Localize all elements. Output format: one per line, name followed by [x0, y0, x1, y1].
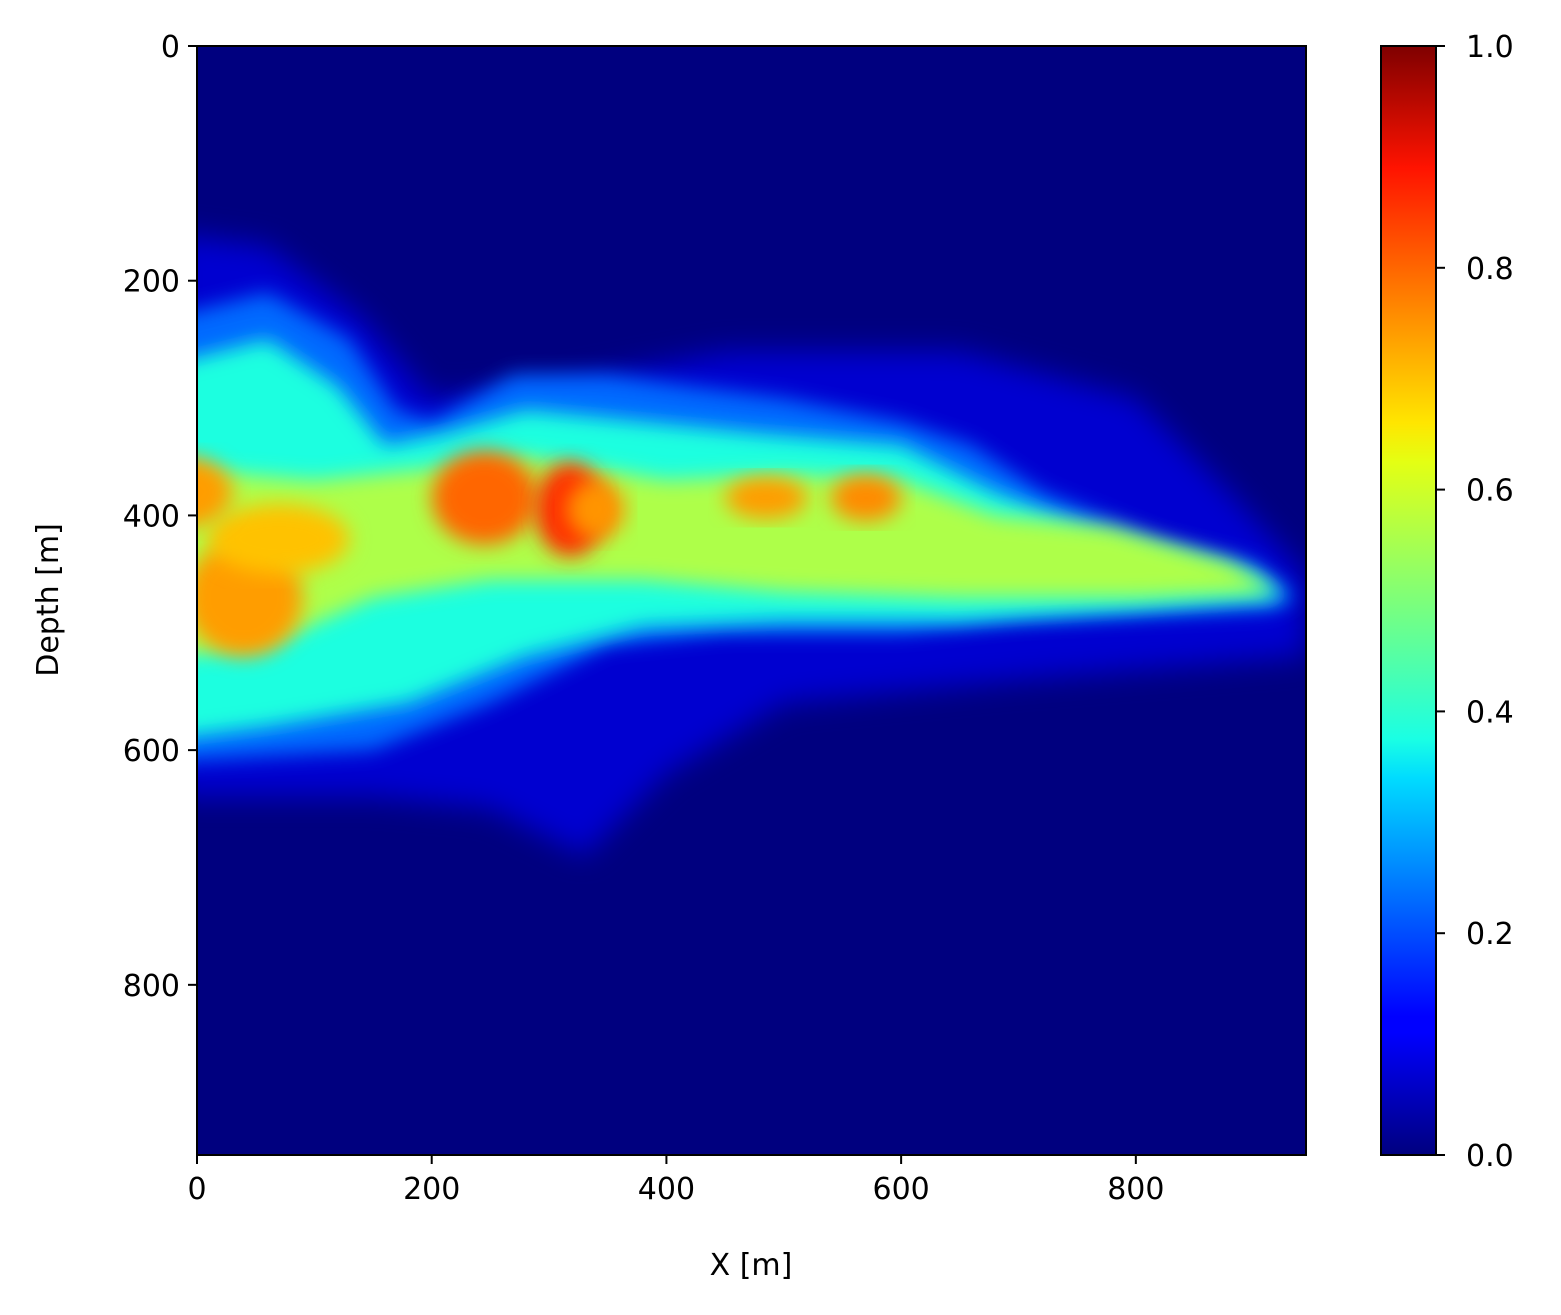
x-tick-label: 800	[1107, 1172, 1164, 1207]
colorbar-tick-label: 0.6	[1466, 474, 1514, 509]
colorbar-tick-label: 0.8	[1466, 252, 1514, 287]
y-tick-label: 400	[123, 499, 180, 534]
colorbar-ticks: 0.0 0.2 0.4 0.6 0.8 1.0	[1436, 30, 1514, 1174]
colorbar-tick-label: 0.4	[1466, 695, 1514, 730]
plot-frame	[196, 45, 1307, 1156]
y-tick-label: 200	[123, 265, 180, 300]
heatmap-plume	[197, 236, 1306, 856]
colorbar-tick-label: 0.2	[1466, 917, 1514, 952]
colorbar-frame	[1380, 45, 1437, 1156]
y-axis-label: Depth [m]	[31, 523, 66, 677]
y-tick-label: 0	[161, 30, 180, 65]
colorbar-gradient	[1381, 46, 1436, 1155]
plume-hotspot	[208, 503, 350, 575]
plume-hotspot	[830, 474, 902, 522]
plume-hotspot	[197, 457, 233, 527]
plume-hotspot	[566, 480, 626, 539]
x-tick-label: 600	[872, 1172, 929, 1207]
y-axis: 0 200 400 600 800	[123, 30, 197, 1004]
y-tick-label: 600	[123, 734, 180, 769]
plot-area	[196, 45, 1307, 1156]
plume-hotspot	[725, 476, 808, 519]
x-tick-label: 0	[187, 1172, 206, 1207]
y-tick-label: 800	[123, 969, 180, 1004]
plume-hotspot	[431, 450, 538, 545]
x-axis-label: X [m]	[710, 1248, 793, 1283]
colorbar: 0.0 0.2 0.4 0.6 0.8 1.0	[1380, 30, 1514, 1174]
x-tick-label: 400	[638, 1172, 695, 1207]
x-tick-label: 200	[403, 1172, 460, 1207]
x-axis: 0 200 400 600 800	[187, 1155, 1164, 1207]
colorbar-tick-label: 1.0	[1466, 30, 1514, 65]
colorbar-tick-label: 0.0	[1466, 1139, 1514, 1174]
